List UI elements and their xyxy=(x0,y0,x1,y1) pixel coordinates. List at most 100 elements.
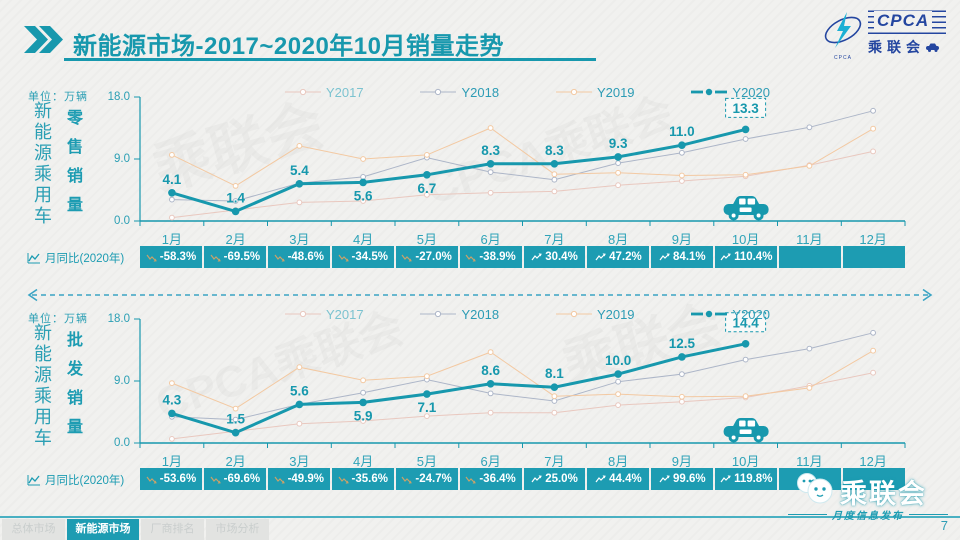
month-label: 8月 xyxy=(608,454,629,469)
data-point xyxy=(360,174,367,180)
yoy-value: 44.4% xyxy=(609,473,642,485)
trend-up-icon xyxy=(595,252,606,260)
tab-inactive[interactable]: 市场分析 xyxy=(206,519,269,540)
retail-line-chart: 4.1 1.4 5.4 5.6 6.7 8.3 8.3 9.3 11.0 13.3 xyxy=(134,96,906,226)
yoy-value: -69.5% xyxy=(223,251,261,263)
yoy-value: -36.4% xyxy=(479,473,516,485)
data-label: 8.1 xyxy=(545,366,564,381)
legend-label: Y2019 xyxy=(596,306,635,322)
tab-inactive[interactable]: 厂商排名 xyxy=(141,519,204,540)
data-point xyxy=(232,416,239,423)
page-title: 新能源市场-2017~2020年10月销量走势 xyxy=(73,33,504,60)
data-label: 7.1 xyxy=(418,400,437,415)
data-point xyxy=(296,199,303,206)
brand-subtitle: 月度信息发布 xyxy=(788,507,948,522)
data-point xyxy=(296,364,303,371)
yoy-value: -58.3% xyxy=(159,251,197,263)
data-point xyxy=(359,398,367,407)
y-tick-label: 9.0 xyxy=(114,153,130,165)
yoy-cell: -58.3% xyxy=(140,246,202,268)
legend-swatch xyxy=(420,88,457,96)
footer-divider-line xyxy=(0,516,960,518)
data-point xyxy=(679,172,685,179)
side-label-vehicle-type: 新能源乘用车 xyxy=(32,323,52,449)
data-label: 9.3 xyxy=(609,136,628,151)
data-point xyxy=(742,394,749,401)
data-point xyxy=(678,353,686,361)
data-point xyxy=(487,169,494,175)
legend-label: Y2017 xyxy=(326,306,364,322)
data-point xyxy=(424,373,430,380)
data-point xyxy=(870,329,876,336)
data-label: 5.4 xyxy=(290,163,309,178)
timeline-double-arrow xyxy=(27,288,933,302)
yoy-cell: 110.4% xyxy=(715,246,778,268)
data-point xyxy=(360,389,367,396)
yoy-value: -27.0% xyxy=(415,251,452,263)
data-label: 8.3 xyxy=(545,143,564,158)
title-underline xyxy=(64,58,596,61)
data-point xyxy=(360,377,367,384)
yoy-cell xyxy=(779,246,842,268)
data-point xyxy=(360,418,367,424)
data-point xyxy=(487,125,494,131)
tab-active[interactable]: 新能源市场 xyxy=(67,519,139,540)
trend-down-icon xyxy=(401,476,413,484)
yoy-cell: 25.0% xyxy=(523,468,586,490)
data-label: 5.9 xyxy=(354,408,373,423)
legend-label: Y2020 xyxy=(732,306,770,322)
data-point xyxy=(741,125,750,134)
trend-up-icon xyxy=(595,474,606,482)
legend-item-y2017: Y2017 xyxy=(285,307,364,322)
data-point xyxy=(551,409,558,416)
data-point xyxy=(296,420,303,427)
yoy-value: -69.6% xyxy=(223,473,261,485)
data-point xyxy=(870,369,876,376)
yoy-cell: -49.9% xyxy=(267,468,330,490)
cpca-wordmark: CPCA xyxy=(868,10,946,34)
yoy-cell: -53.6% xyxy=(140,468,202,490)
panda-chat-icon xyxy=(797,473,833,504)
legend-swatch xyxy=(285,310,321,318)
yoy-cell: 44.4% xyxy=(587,468,650,490)
trend-up-icon xyxy=(659,252,670,260)
yoy-value: -49.9% xyxy=(287,473,325,485)
yoy-cell: 30.4% xyxy=(523,246,586,268)
trend-chart-icon xyxy=(27,475,40,486)
data-point xyxy=(615,402,622,408)
month-label: 3月 xyxy=(289,454,310,469)
data-point xyxy=(486,160,495,168)
data-point xyxy=(742,393,749,400)
y-tick-label: 9.0 xyxy=(114,375,130,387)
legend-label: Y2019 xyxy=(596,84,635,100)
cpca-swoosh-icon: CPCA xyxy=(822,10,864,61)
data-point xyxy=(806,382,813,389)
data-point xyxy=(423,390,431,398)
yoy-value-row: -53.6% -69.6% -49.9% -35.6% -24.7% -36.4% 25.0… xyxy=(140,468,906,490)
data-point xyxy=(806,385,813,391)
trend-up-icon xyxy=(531,474,542,482)
yoy-cell: -38.9% xyxy=(459,246,522,268)
yoy-value: 47.2% xyxy=(609,251,642,263)
brand-name: 乘联会 xyxy=(840,479,927,509)
measure-label-wholesale: 批发销量 xyxy=(64,331,81,447)
boxed-label-frame xyxy=(725,97,767,118)
tab-inactive[interactable]: 总体市场 xyxy=(2,519,65,540)
yoy-value: -24.7% xyxy=(415,473,452,485)
data-point xyxy=(295,400,304,409)
y-tick-label: 0.0 xyxy=(114,215,130,227)
data-point xyxy=(551,393,558,400)
data-point xyxy=(870,107,876,114)
yoy-value: -38.9% xyxy=(479,251,516,263)
legend-item-y2018: Y2018 xyxy=(420,307,499,322)
data-point xyxy=(615,169,622,176)
series-line-y2019 xyxy=(171,350,874,410)
y-tick-label: 18.0 xyxy=(107,91,130,103)
yoy-cell: 47.2% xyxy=(587,246,650,268)
month-label: 6月 xyxy=(480,454,501,469)
data-point xyxy=(487,189,494,196)
header: 新能源市场-2017~2020年10月销量走势 xyxy=(24,26,504,61)
data-point xyxy=(232,183,239,189)
month-label: 7月 xyxy=(544,232,565,247)
data-label: 10.0 xyxy=(605,353,631,368)
